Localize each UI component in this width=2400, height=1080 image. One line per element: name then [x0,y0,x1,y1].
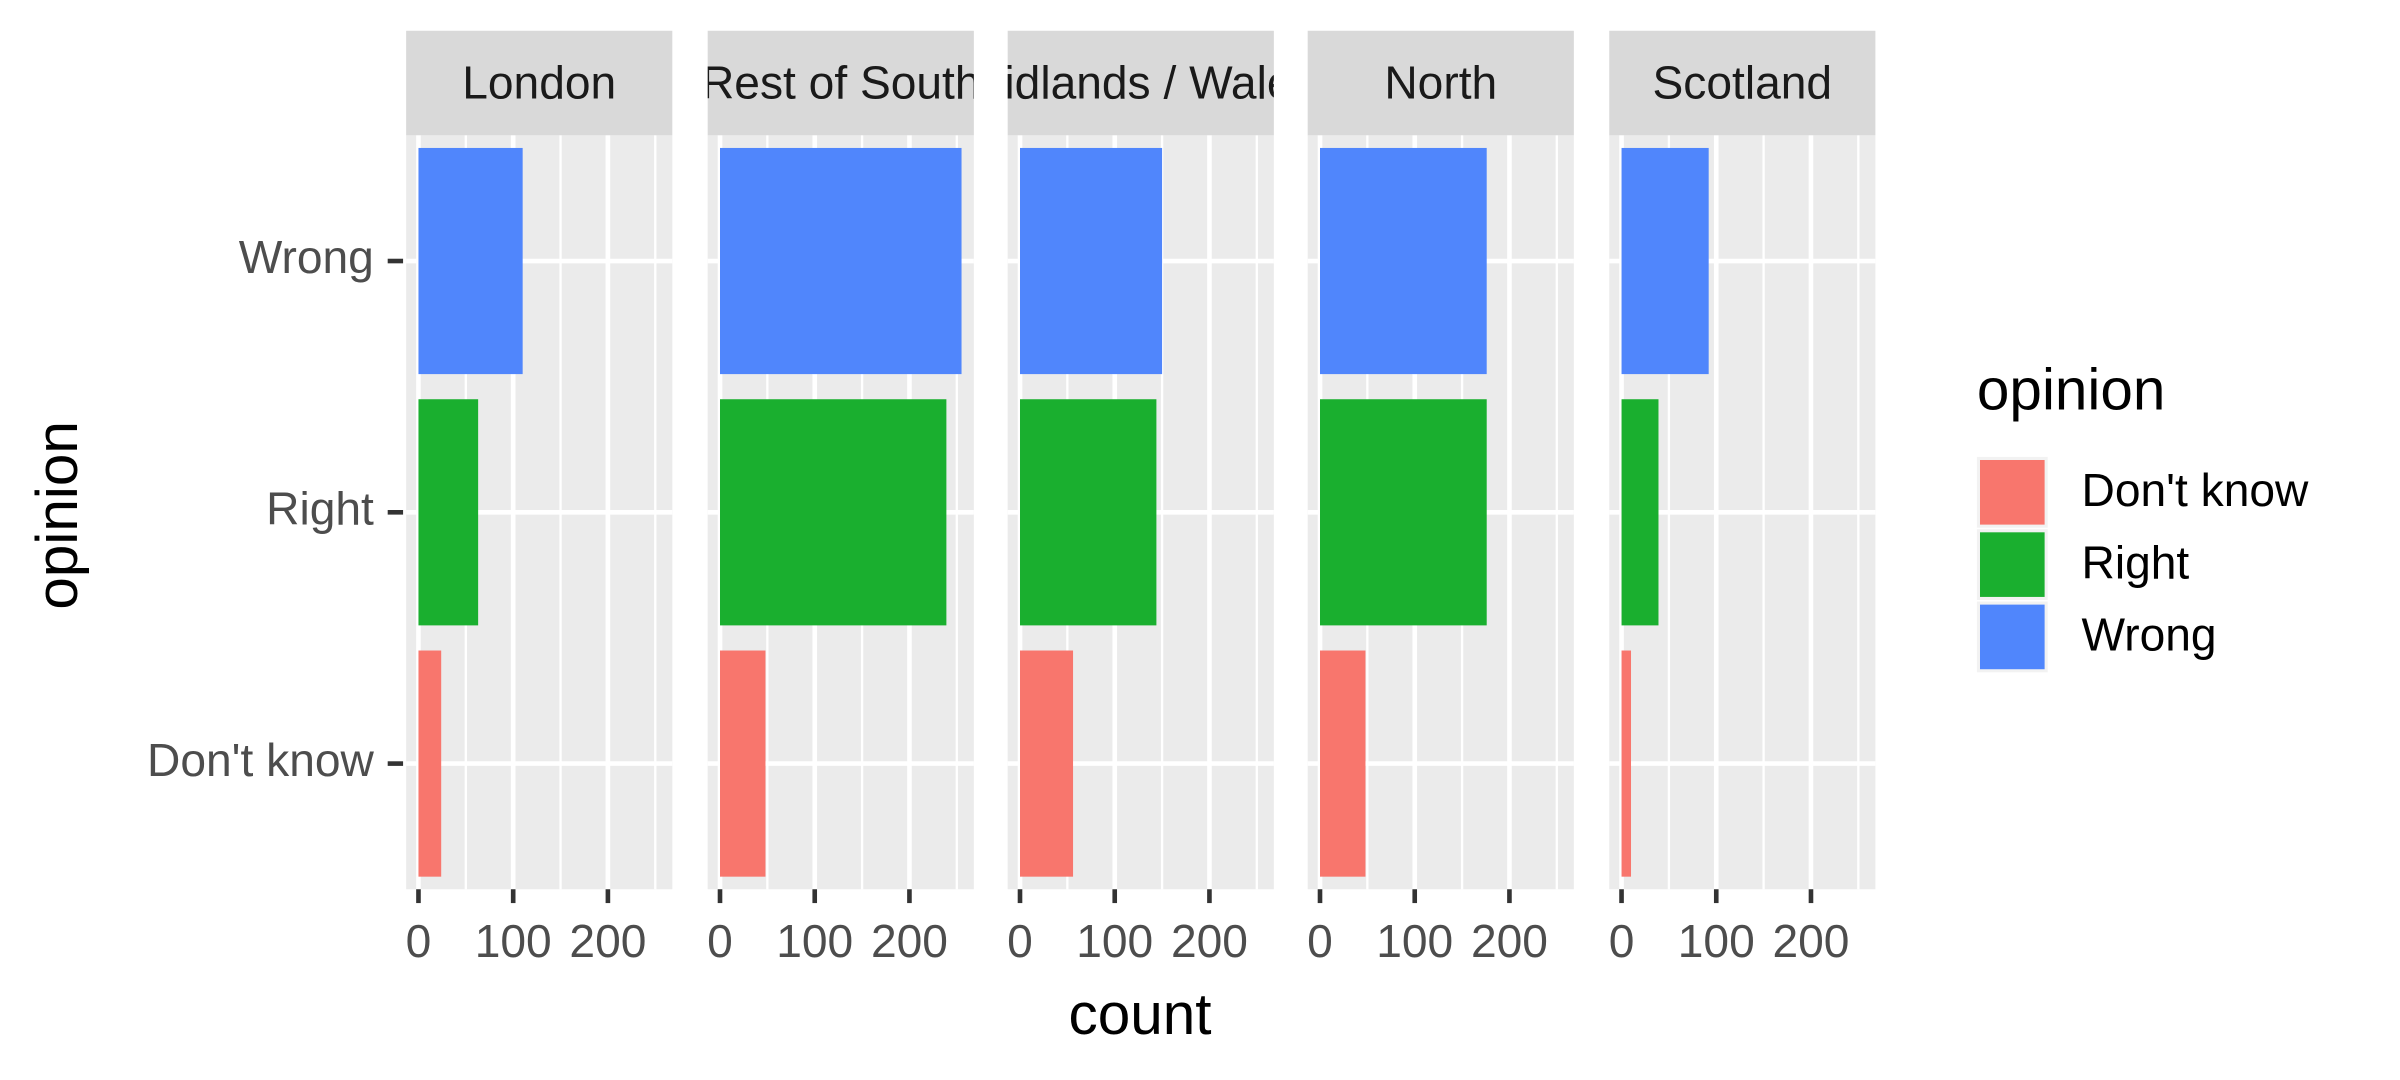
x-tick-label: 0 [406,915,432,967]
facet-strip [1609,30,1876,136]
x-tick-label: 0 [707,915,733,967]
bar [1621,399,1659,626]
x-tick-label: 200 [569,915,646,967]
bar [1020,650,1074,877]
facet-strip [1007,30,1274,136]
bar [418,399,479,626]
x-tick-label: 200 [871,915,948,967]
legend-swatch [1980,532,2045,597]
bar [1020,399,1157,626]
facet-title: Midlands / Wales [966,56,1316,108]
x-tick-label: 0 [1609,915,1635,967]
facet-title: Rest of South [701,56,981,108]
x-tick-label: 200 [1471,915,1548,967]
bar [418,147,523,375]
x-tick-label: 100 [1376,915,1453,967]
bar [1320,650,1366,877]
legend-swatch [1980,604,2045,670]
y-tick-label: Don't know [147,734,374,786]
x-tick-label: 0 [1307,915,1333,967]
legend-swatch [1980,460,2045,525]
x-tick-label: 200 [1772,915,1849,967]
bar [1320,147,1487,375]
y-tick-label: Wrong [239,231,374,283]
facet-strip [406,30,673,136]
x-tick-label: 100 [1076,915,1153,967]
bar [720,399,947,626]
bar [720,650,766,877]
facet-title: Scotland [1653,56,1833,108]
x-tick-label: 100 [475,915,552,967]
bar [418,650,442,877]
facet-strip [707,30,974,136]
x-tick-label: 100 [1678,915,1755,967]
y-axis-title: opinion [25,421,90,610]
legend-label: Wrong [2082,609,2217,661]
bar [1020,147,1163,375]
x-tick-label: 0 [1007,915,1033,967]
legend-label: Right [2082,536,2190,588]
x-axis-title: count [1069,982,1212,1047]
legend-label: Don't know [2082,464,2309,516]
facet-title: North [1384,56,1497,108]
facet-strip [1307,30,1574,136]
bar [720,147,962,375]
bar [1621,147,1709,375]
y-tick-label: Right [266,482,374,534]
x-tick-label: 100 [776,915,853,967]
x-tick-label: 200 [1171,915,1248,967]
bar [1320,399,1487,626]
facet-title: London [462,56,616,108]
bar [1621,650,1632,877]
legend-title: opinion [1977,357,2166,422]
